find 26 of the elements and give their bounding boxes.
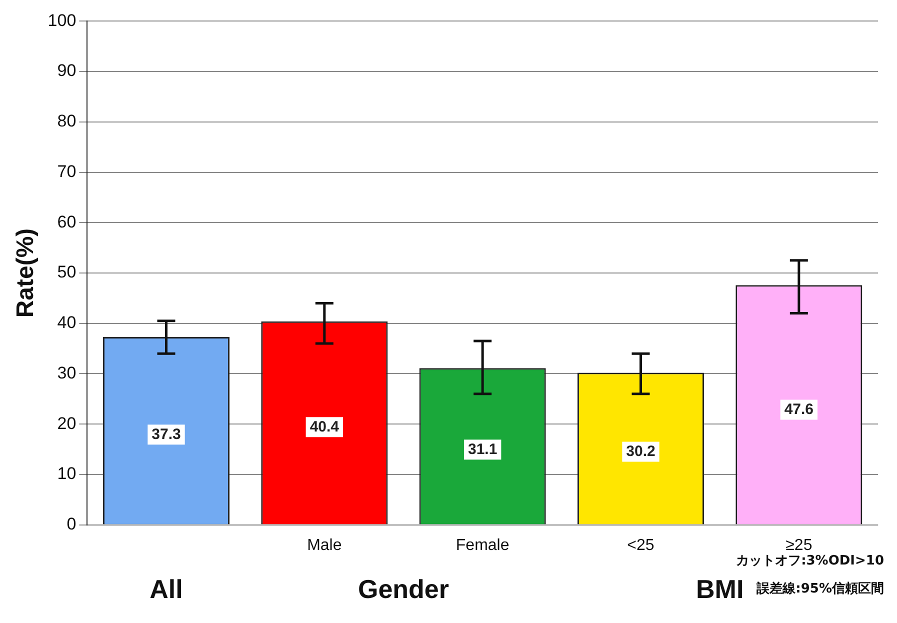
- y-tick-label: 60: [57, 212, 76, 232]
- x-tick-label: <25: [627, 536, 654, 554]
- x-tick-label: ≥25: [786, 536, 812, 554]
- y-tick-label: 40: [57, 313, 76, 332]
- data-label: 40.4: [310, 418, 340, 436]
- y-tick-label: 50: [57, 262, 76, 282]
- data-label: 37.3: [152, 426, 181, 443]
- y-tick-label: 90: [57, 61, 76, 80]
- y-tick-label: 70: [57, 162, 76, 181]
- text: 誤差線:95%信頼区間: [756, 580, 884, 596]
- y-tick-label: 80: [57, 112, 76, 131]
- text: カットオフ:3%ODI>10: [736, 553, 884, 568]
- y-tick-label: 10: [57, 464, 76, 484]
- y-tick-label: 20: [57, 414, 76, 433]
- data-label: 31.1: [468, 440, 498, 458]
- y-tick-label: 0: [66, 514, 76, 534]
- x-tick-label: Male: [307, 536, 342, 554]
- text: Gender: [358, 574, 450, 604]
- data-label: 30.2: [626, 442, 656, 460]
- text: All: [150, 574, 183, 604]
- y-tick-label: 30: [57, 363, 76, 382]
- text: BMI: [696, 574, 744, 604]
- y-tick-label: 100: [48, 10, 76, 30]
- x-tick-label: Female: [456, 536, 510, 554]
- y-axis-title: Rate(%): [12, 228, 40, 318]
- data-label: 47.6: [784, 400, 814, 418]
